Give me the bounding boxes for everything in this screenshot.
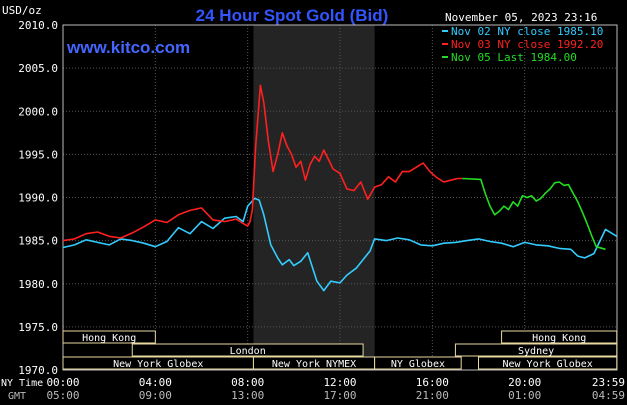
x-tick-label-ny: 16:00 xyxy=(416,376,449,389)
x-tick-label-gmt: 05:00 xyxy=(46,389,79,402)
series-line-3 xyxy=(462,177,606,251)
legend-entry: Nov 02 NY close 1985.10 xyxy=(451,25,603,38)
y-tick-label: 2005.0 xyxy=(18,62,58,75)
x-tick-label-gmt: 01:00 xyxy=(508,389,541,402)
chart-timestamp: November 05, 2023 23:16 xyxy=(445,11,597,24)
x-tick-label-ny: 23:59 xyxy=(592,376,625,389)
y-tick-label: 1995.0 xyxy=(18,148,58,161)
y-axis-label: USD/oz xyxy=(2,4,42,17)
session-boxes: Hong Kong Hong Kong London Sydney New York G… xyxy=(62,330,618,370)
x-tick-label-gmt: 21:00 xyxy=(416,389,449,402)
x-tick-label-ny: 04:00 xyxy=(139,376,172,389)
session-label: Hong Kong xyxy=(532,333,586,344)
y-tick-label: 2010.0 xyxy=(18,19,58,32)
y-tick-label: 1990.0 xyxy=(18,192,58,205)
x-tick-label-gmt: 13:00 xyxy=(231,389,264,402)
x-tick-label-gmt: 17:00 xyxy=(323,389,356,402)
session-label: Sydney xyxy=(518,346,554,357)
y-tick-label: 2000.0 xyxy=(18,105,58,118)
series-line-1 xyxy=(62,197,618,292)
nymex-session-shade xyxy=(253,25,375,370)
session-box xyxy=(501,330,618,344)
session-box xyxy=(62,330,156,344)
legend-entry: Nov 05 Last 1984.00 xyxy=(451,51,577,64)
x-tick-label-ny: 00:00 xyxy=(46,376,79,389)
x-tick-label-gmt: 09:00 xyxy=(139,389,172,402)
x-tick-label-gmt: 04:59 xyxy=(592,389,625,402)
session-box xyxy=(454,343,618,357)
session-box xyxy=(131,343,364,357)
plot-border xyxy=(62,24,618,371)
y-tick-label: 1985.0 xyxy=(18,235,58,248)
session-label: London xyxy=(230,346,266,357)
x-row-label-ny: NY Time xyxy=(1,378,43,389)
session-label: NY Globex xyxy=(391,359,445,370)
y-tick-labels: 2010.0 2005.0 2000.0 1995.0 1990.0 1985.0 1980… xyxy=(18,19,58,377)
series-layer xyxy=(62,84,618,292)
x-row-label-gmt: GMT xyxy=(8,391,26,402)
session-label: New York NYMEX xyxy=(272,359,356,370)
x-tick-label-ny: 12:00 xyxy=(323,376,356,389)
kitco-watermark: www.kitco.com xyxy=(66,38,190,57)
session-label: Hong Kong xyxy=(82,333,136,344)
session-box xyxy=(374,356,462,370)
y-tick-label: 1970.0 xyxy=(18,364,58,377)
session-label: New York Globex xyxy=(502,359,592,370)
series-line-2 xyxy=(62,84,463,242)
chart-title: 24 Hour Spot Gold (Bid) xyxy=(196,6,389,25)
plot-frame xyxy=(62,24,618,371)
x-tick-label-ny: 08:00 xyxy=(231,376,264,389)
y-tick-label: 1980.0 xyxy=(18,278,58,291)
legend-entry: Nov 03 NY close 1992.20 xyxy=(451,38,603,51)
session-label: New York Globex xyxy=(113,359,203,370)
x-tick-label-ny: 20:00 xyxy=(508,376,541,389)
session-box xyxy=(478,356,618,370)
y-tick-label: 1975.0 xyxy=(18,321,58,334)
